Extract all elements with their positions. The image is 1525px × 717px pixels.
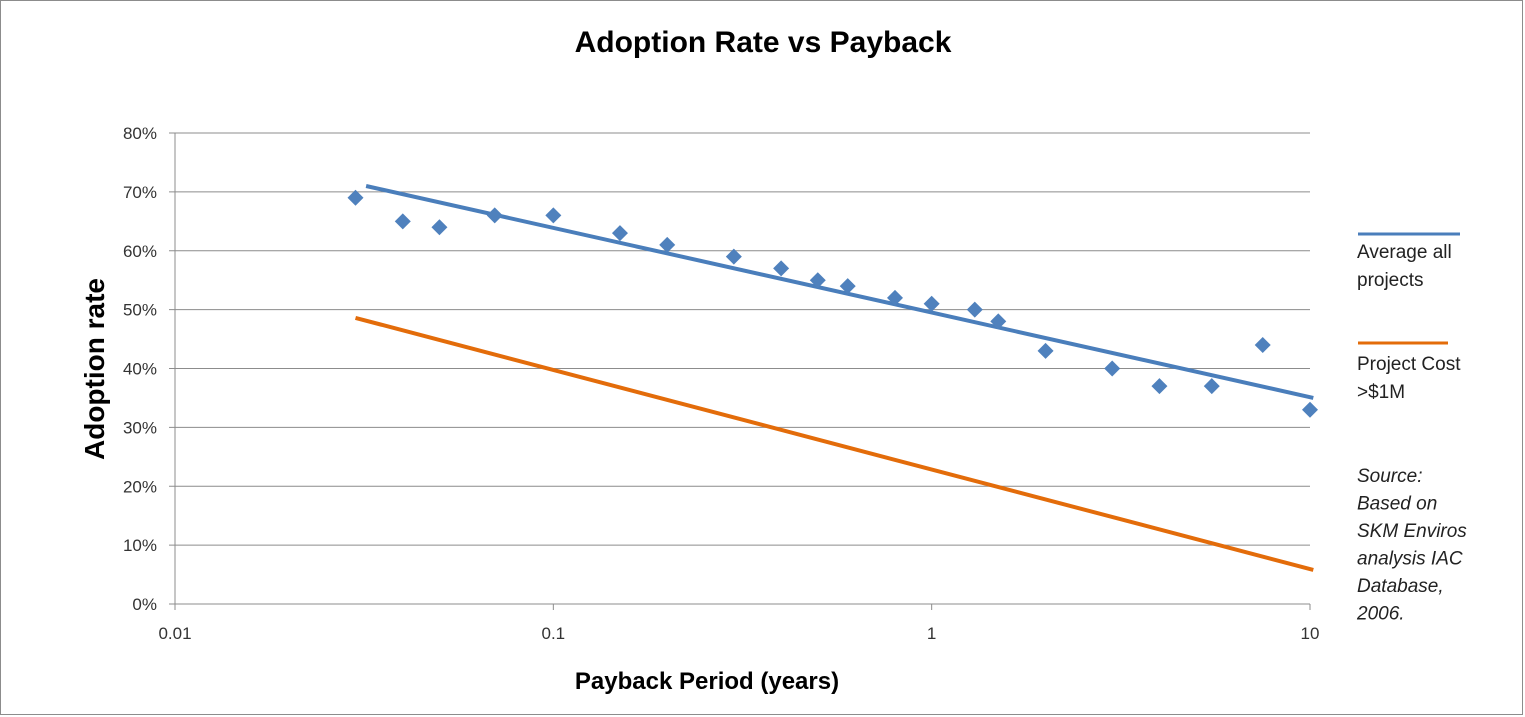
scatter-points: [347, 189, 1318, 418]
data-point: [394, 213, 411, 230]
data-point: [887, 289, 904, 306]
axes: [174, 133, 1311, 610]
source-line: 2006.: [1356, 604, 1405, 625]
y-tick-label: 80%: [123, 124, 157, 143]
y-tick-label: 30%: [123, 418, 157, 437]
data-point: [773, 260, 790, 277]
data-point: [1254, 336, 1271, 353]
series-line: [354, 315, 1314, 572]
data-point: [725, 248, 742, 265]
data-point: [1302, 401, 1318, 418]
chart-title: Adoption Rate vs Payback: [575, 26, 952, 59]
source-annotation: Source: Based on SKM Enviros analysis IAC Da…: [1356, 466, 1467, 625]
series-line: [365, 184, 1314, 400]
legend-label: Average all: [1357, 242, 1452, 263]
legend: Average all projects Project Cost >$1M: [1357, 232, 1461, 403]
data-point: [966, 301, 983, 318]
data-point: [611, 225, 628, 242]
y-tick-label: 70%: [123, 183, 157, 202]
data-point: [431, 219, 448, 236]
data-point: [1037, 342, 1054, 359]
source-line: SKM Enviros: [1357, 521, 1467, 542]
data-point: [990, 313, 1007, 330]
y-tick-label: 40%: [123, 360, 157, 379]
y-tick-labels: 0% 10% 20% 30% 40% 50% 60% 70% 80%: [123, 124, 157, 614]
x-tick-label: 0.1: [542, 624, 566, 643]
data-point: [1203, 378, 1220, 395]
legend-label: Project Cost: [1357, 354, 1461, 375]
data-point: [809, 272, 826, 289]
legend-label: >$1M: [1357, 382, 1405, 403]
data-point: [545, 207, 562, 224]
grid-lines: [169, 132, 1310, 605]
y-tick-label: 60%: [123, 242, 157, 261]
series-lines: [354, 184, 1314, 572]
x-tick-label: 1: [927, 624, 936, 643]
data-point: [923, 295, 940, 312]
data-point: [659, 236, 676, 253]
x-tick-labels: 0.01 0.1 1 10: [158, 624, 1319, 643]
data-point: [1151, 378, 1168, 395]
y-tick-label: 10%: [123, 536, 157, 555]
data-point: [486, 207, 503, 224]
x-tick-label: 10: [1301, 624, 1320, 643]
source-line: Source:: [1357, 466, 1422, 487]
x-axis-title: Payback Period (years): [575, 668, 839, 695]
y-tick-label: 0%: [132, 595, 157, 614]
data-point: [839, 278, 856, 295]
source-line: Based on: [1357, 494, 1437, 515]
x-tick-label: 0.01: [158, 624, 191, 643]
legend-label: projects: [1357, 270, 1424, 291]
data-point: [347, 189, 364, 206]
y-tick-label: 20%: [123, 477, 157, 496]
source-line: Database,: [1357, 576, 1444, 597]
source-line: analysis IAC: [1357, 549, 1463, 570]
y-axis-title: Adoption rate: [79, 278, 110, 460]
y-tick-label: 50%: [123, 301, 157, 320]
data-point: [1104, 360, 1121, 377]
